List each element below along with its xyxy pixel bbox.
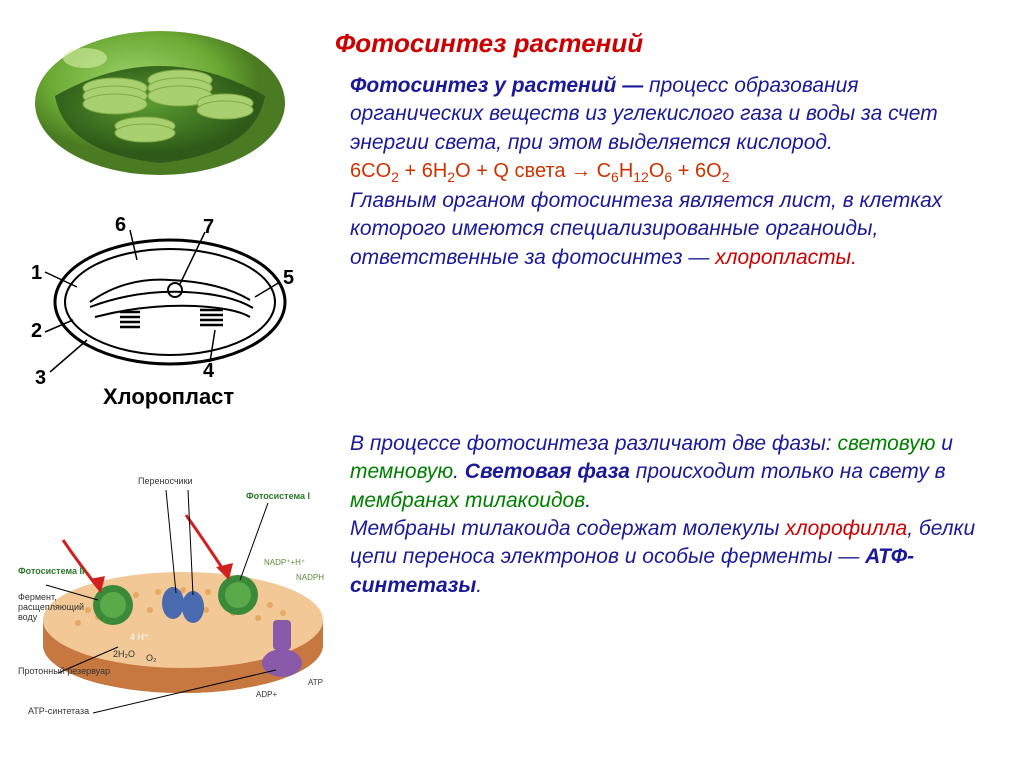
- chloroplast-3d-illustration: [25, 18, 295, 183]
- paragraph-2: В процессе фотосинтеза различают две фаз…: [350, 430, 994, 600]
- p3-c: .: [476, 574, 482, 597]
- equation: 6CO2 + 6H2O + Q света → C6H12O6 + 6O2: [350, 160, 729, 182]
- svg-text:NADPH: NADPH: [296, 573, 324, 582]
- membranes-word: мембранах тилакоидов: [350, 489, 585, 512]
- diagram-num-7: 7: [203, 216, 214, 239]
- transporters-label: Переносчики: [138, 477, 193, 487]
- p2-b: происходит только на свету в: [630, 460, 946, 483]
- svg-text:O₂: O₂: [146, 653, 157, 663]
- ps2-label: Фотосистема II: [18, 567, 85, 577]
- enzyme-label: Фермент, расщепляющий воду: [18, 593, 84, 623]
- svg-text:ADP+: ADP+: [256, 690, 277, 699]
- p2-a: В процессе фотосинтеза различают две фаз…: [350, 432, 837, 455]
- svg-text:NADP⁺+H⁺: NADP⁺+H⁺: [264, 558, 305, 567]
- chlorophyll-word: хлорофилла: [785, 517, 907, 540]
- chloroplasts-word: хлоропласты.: [715, 246, 857, 269]
- diagram-num-5: 5: [283, 267, 294, 290]
- diagram-num-3: 3: [35, 367, 46, 390]
- reservoir-label: Протонный резервуар: [18, 667, 110, 677]
- diagram-num-4: 4: [203, 360, 214, 383]
- p2-and: и: [935, 432, 953, 455]
- svg-text:ATP: ATP: [308, 678, 323, 687]
- diagram-num-1: 1: [31, 262, 42, 285]
- paragraph-1: Фотосинтез у растений — процесс образова…: [350, 72, 994, 272]
- svg-text:2H₂O: 2H₂O: [113, 649, 135, 659]
- p2-c: .: [585, 489, 591, 512]
- light-phase-bold: Световая фаза: [465, 460, 630, 483]
- svg-text:4 H⁺: 4 H⁺: [130, 632, 149, 642]
- ps1-label: Фотосистема I: [246, 492, 310, 502]
- chloroplast-label: Хлоропласт: [103, 384, 234, 410]
- light-phase-word: световую: [837, 432, 935, 455]
- p2-period: .: [453, 460, 465, 483]
- chloroplast-diagram: 1 2 3 4 5 6 7 Хлоропласт: [25, 212, 305, 412]
- synthetase-label: АТР-синтетаза: [28, 707, 89, 717]
- diagram-num-6: 6: [115, 214, 126, 237]
- page-title: Фотосинтез растений: [335, 28, 643, 59]
- intro-bold: Фотосинтез у растений —: [350, 74, 643, 97]
- thylakoid-membrane-illustration: 4 H⁺ 2H₂O O₂ NADP⁺+H⁺ NADPH ADP+ ATP Фот…: [18, 445, 328, 740]
- dark-phase-word: темновую: [350, 460, 453, 483]
- p3-a: Мембраны тилакоида содержат молекулы: [350, 517, 785, 540]
- diagram-num-2: 2: [31, 320, 42, 343]
